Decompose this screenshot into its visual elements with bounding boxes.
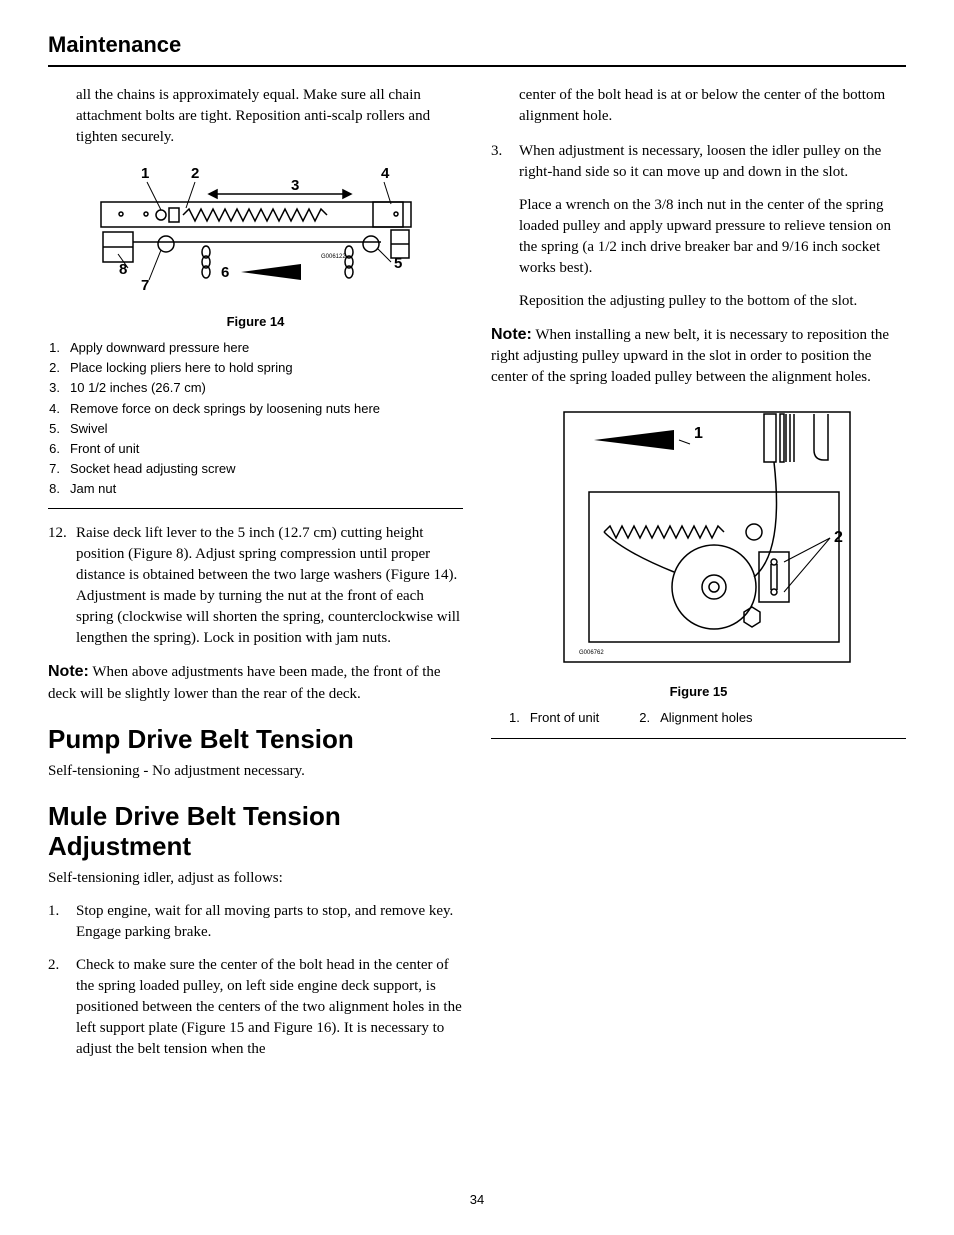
legend-num: 2. [48,359,70,377]
two-column-layout: all the chains is approximately equal. M… [48,85,906,1072]
legend-num: 5. [48,420,70,438]
figure-15-svg: 1 2 G006762 [534,402,864,679]
figure-14-svg: 1 2 3 4 5 6 7 8 G006122 [91,162,421,309]
step-text: Stop engine, wait for all moving parts t… [76,901,463,943]
mule-drive-intro: Self-tensioning idler, adjust as follows… [48,868,463,889]
right-column: center of the bolt head is at or below t… [491,85,906,1072]
fig15-id: G006762 [579,650,604,656]
fig14-callout-5: 5 [394,255,402,272]
note-text: When installing a new belt, it is necess… [491,327,889,385]
figure-15-legend: 1. Front of unit 2. Alignment holes [509,709,906,727]
legend-text: Swivel [70,420,463,438]
legend-text: Socket head adjusting screw [70,460,463,478]
legend-text: Apply downward pressure here [70,339,463,357]
fig14-callout-7: 7 [141,277,149,294]
fig15-callout-2: 2 [834,529,843,546]
step3-main: When adjustment is necessary, loosen the… [519,143,881,180]
mule-steps-cont: 3. When adjustment is necessary, loosen … [491,141,906,312]
step3-sub1: Place a wrench on the 3/8 inch nut in th… [519,195,906,279]
mule-steps: 1. Stop engine, wait for all moving part… [48,901,463,1060]
legend-text: Front of unit [530,709,599,727]
step-number: 1. [48,901,76,943]
note-text: When above adjustments have been made, t… [48,664,441,701]
figure-14: 1 2 3 4 5 6 7 8 G006122 Figure 14 [48,162,463,331]
note-label: Note: [48,663,89,680]
legend-num: 3. [48,379,70,397]
legend-text: Jam nut [70,480,463,498]
fig14-callout-8: 8 [119,261,127,278]
fig15-callout-1: 1 [694,425,703,442]
legend-num: 1. [509,709,520,727]
fig14-callout-4: 4 [381,165,390,182]
step2-continuation: center of the bolt head is at or below t… [491,85,906,127]
note-1: Note: When above adjustments have been m… [48,661,463,704]
note-label: Note: [491,326,532,343]
figure-14-caption: Figure 14 [48,313,463,331]
intro-continuation: all the chains is approximately equal. M… [48,85,463,148]
step-text: Raise deck lift lever to the 5 inch (12.… [76,523,463,649]
fig14-callout-2: 2 [191,165,199,182]
fig14-id: G006122 [321,254,346,260]
legend-text: Remove force on deck springs by loosenin… [70,400,463,418]
fig14-callout-3: 3 [291,177,299,194]
legend-text: 10 1/2 inches (26.7 cm) [70,379,463,397]
fig14-callout-6: 6 [221,264,229,281]
step3-sub2: Reposition the adjusting pulley to the b… [519,291,906,312]
page-header: Maintenance [48,30,906,67]
step-text: When adjustment is necessary, loosen the… [519,141,906,312]
legend-num: 8. [48,480,70,498]
legend-num: 6. [48,440,70,458]
figure-14-legend: 1.Apply downward pressure here 2.Place l… [48,339,463,499]
page-number: 34 [0,1191,954,1209]
left-column: all the chains is approximately equal. M… [48,85,463,1072]
legend-num: 7. [48,460,70,478]
figure-15-caption: Figure 15 [491,683,906,701]
legend-num: 4. [48,400,70,418]
pump-drive-text: Self-tensioning - No adjustment necessar… [48,761,463,782]
step-number: 12. [48,523,76,649]
figure-15: 1 2 G006762 Figure 15 [491,402,906,701]
note-2: Note: When installing a new belt, it is … [491,324,906,388]
fig14-callout-1: 1 [141,165,149,182]
rule-under-fig15 [491,738,906,739]
heading-mule-drive: Mule Drive Belt Tension Adjustment [48,802,463,862]
legend-num: 1. [48,339,70,357]
step-number: 3. [491,141,519,312]
step-text: Check to make sure the center of the bol… [76,955,463,1060]
legend-text: Front of unit [70,440,463,458]
rule-under-fig14 [48,508,463,509]
step-list: 12. Raise deck lift lever to the 5 inch … [48,523,463,649]
step-number: 2. [48,955,76,1060]
legend-text: Alignment holes [660,709,753,727]
legend-text: Place locking pliers here to hold spring [70,359,463,377]
heading-pump-drive: Pump Drive Belt Tension [48,725,463,755]
legend-num: 2. [639,709,650,727]
